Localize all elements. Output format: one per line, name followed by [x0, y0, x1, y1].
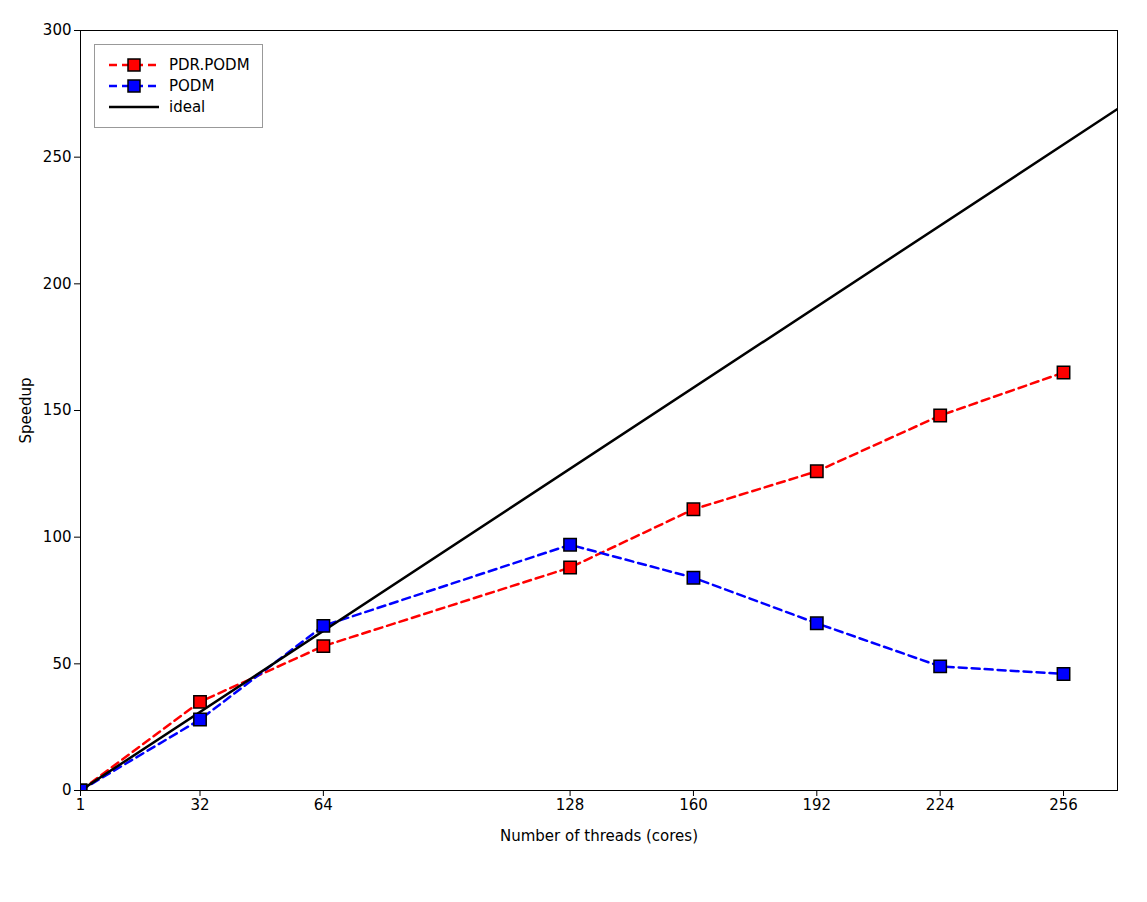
html-text:ideal: ideal — [169, 98, 206, 116]
svg-text:256: 256 — [1049, 796, 1078, 814]
svg-text:150: 150 — [43, 401, 72, 419]
svg-text:300: 300 — [43, 21, 72, 39]
svg-text:64: 64 — [314, 796, 333, 814]
svg-text:Number of threads (cores): Number of threads (cores) — [500, 827, 698, 845]
svg-text:128: 128 — [556, 796, 585, 814]
svg-text:192: 192 — [802, 796, 831, 814]
svg-text:Speedup: Speedup — [17, 377, 35, 443]
svg-text:50: 50 — [52, 655, 71, 673]
svg-text:250: 250 — [43, 148, 72, 166]
svg-text:224: 224 — [926, 796, 955, 814]
svg-text:1: 1 — [76, 796, 86, 814]
svg-text:0: 0 — [62, 781, 72, 799]
svg-text:200: 200 — [43, 275, 72, 293]
svg-text:32: 32 — [190, 796, 209, 814]
svg-text:100: 100 — [43, 528, 72, 546]
html-text:PDR.PODM: PDR.PODM — [169, 56, 250, 74]
html-text:PODM: PODM — [169, 77, 215, 95]
svg-text:160: 160 — [679, 796, 708, 814]
